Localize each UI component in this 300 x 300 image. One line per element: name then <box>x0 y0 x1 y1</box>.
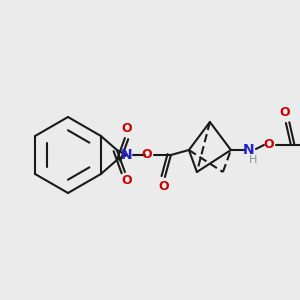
Text: N: N <box>243 143 255 157</box>
Text: H: H <box>249 155 257 165</box>
Text: N: N <box>121 148 133 162</box>
Text: O: O <box>280 106 290 119</box>
Text: O: O <box>264 139 274 152</box>
Text: O: O <box>122 175 132 188</box>
Text: O: O <box>122 122 132 136</box>
Text: O: O <box>159 181 169 194</box>
Text: O: O <box>142 148 152 161</box>
